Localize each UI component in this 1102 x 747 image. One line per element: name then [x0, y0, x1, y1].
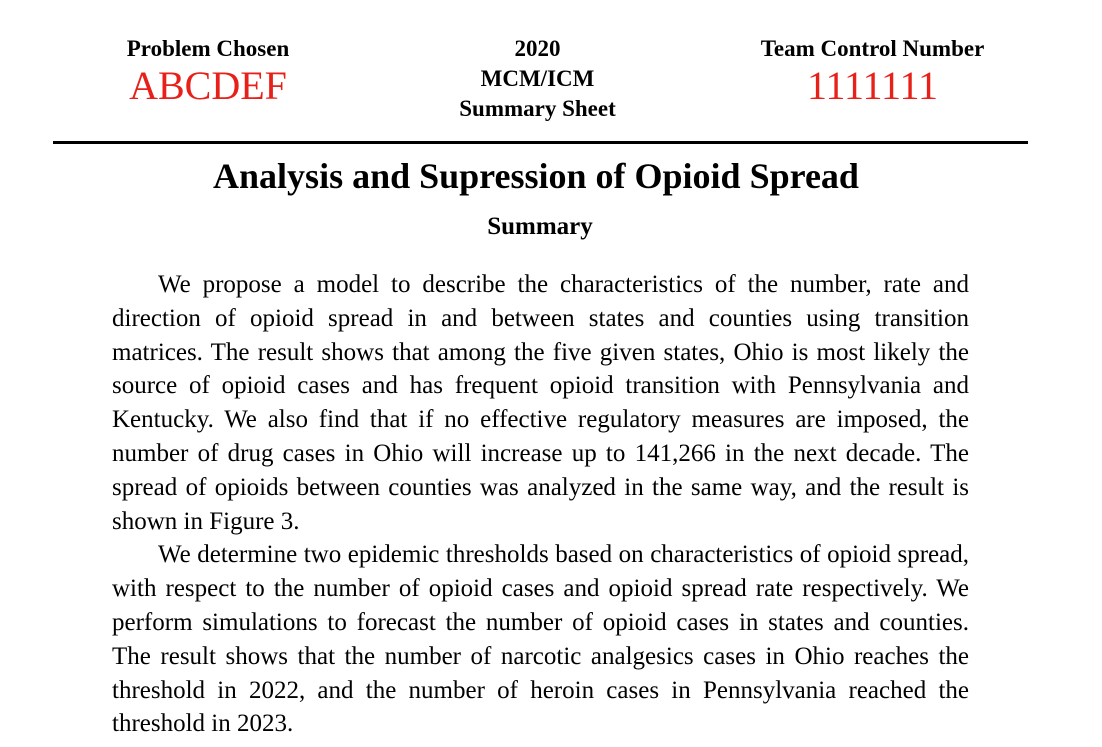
team-control-value: 1111111: [806, 63, 939, 108]
summary-sheet-header: Problem Chosen ABCDEF 2020 MCM/ICM Summa…: [0, 0, 1102, 140]
contest-year: 2020: [514, 36, 561, 61]
sheet-name: Summary Sheet: [459, 96, 616, 121]
team-control-block: Team Control Number 1111111: [740, 34, 1005, 108]
contest-block: 2020 MCM/ICM Summary Sheet: [430, 34, 645, 124]
problem-chosen-label: Problem Chosen: [126, 36, 290, 61]
contest-name: MCM/ICM: [480, 66, 595, 91]
problem-chosen-value: ABCDEF: [129, 63, 287, 108]
paper-title: Analysis and Supression of Opioid Spread: [213, 156, 859, 196]
header-divider: [53, 141, 1028, 144]
section-heading: Summary: [487, 213, 593, 240]
problem-chosen-block: Problem Chosen ABCDEF: [108, 34, 308, 108]
summary-paragraph: We determine two epidemic thresholds bas…: [112, 541, 969, 738]
summary-body: We propose a model to describe the chara…: [112, 268, 969, 741]
summary-paragraph: We propose a model to describe the chara…: [112, 271, 969, 535]
team-control-label: Team Control Number: [760, 36, 985, 61]
